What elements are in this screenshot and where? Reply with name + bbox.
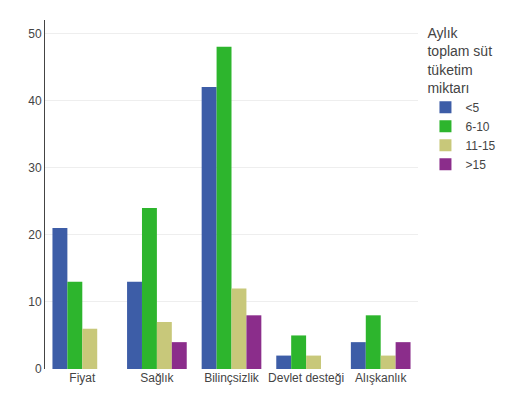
svg-text:Bilinçsizlik: Bilinçsizlik [204,371,260,385]
svg-text:40: 40 [28,94,42,108]
svg-text:0: 0 [35,362,42,376]
svg-text:>15: >15 [465,158,486,172]
svg-text:30: 30 [28,161,42,175]
svg-text:50: 50 [28,27,42,41]
svg-text:<5: <5 [465,101,479,115]
svg-text:10: 10 [28,295,42,309]
svg-text:Aylıktoplam süttüketimmiktarı: Aylıktoplam süttüketimmiktarı [427,25,492,96]
svg-text:20: 20 [28,228,42,242]
svg-text:Sağlık: Sağlık [140,371,174,385]
svg-text:Alışkanlık: Alışkanlık [355,371,407,385]
svg-text:6-10: 6-10 [465,120,489,134]
svg-text:11-15: 11-15 [465,139,495,153]
svg-text:Fiyat: Fiyat [69,371,96,385]
svg-text:Devlet desteği: Devlet desteği [268,371,344,385]
